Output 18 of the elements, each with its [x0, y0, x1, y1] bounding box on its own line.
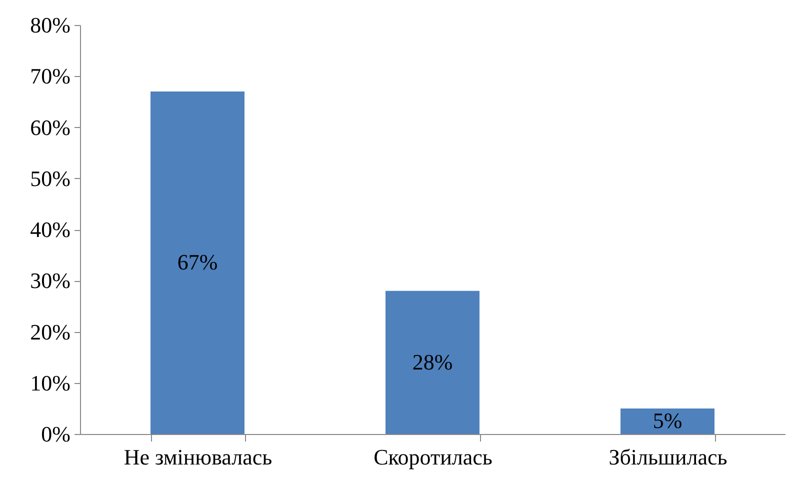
- x-tick-label: Збільшилась: [608, 444, 728, 470]
- data-label: 67%: [177, 250, 218, 275]
- data-label: 5%: [652, 408, 682, 434]
- y-tick-label: 30%: [30, 268, 70, 294]
- y-tick-label: 50%: [30, 166, 70, 191]
- data-label: 28%: [412, 349, 453, 374]
- x-tick-label: Не змінювалась: [124, 444, 272, 470]
- y-tick-label: 80%: [30, 12, 70, 38]
- y-tick-label: 60%: [30, 114, 70, 140]
- y-tick-label: 40%: [30, 217, 70, 242]
- y-tick-label: 0%: [41, 422, 70, 446]
- y-tick-label: 10%: [30, 370, 70, 396]
- bar: [386, 290, 480, 434]
- x-tick-label: Скоротилась: [374, 444, 492, 470]
- bar: [620, 408, 714, 434]
- y-tick-label: 20%: [30, 319, 70, 344]
- y-tick-label: 70%: [30, 64, 70, 89]
- bar: [150, 91, 244, 434]
